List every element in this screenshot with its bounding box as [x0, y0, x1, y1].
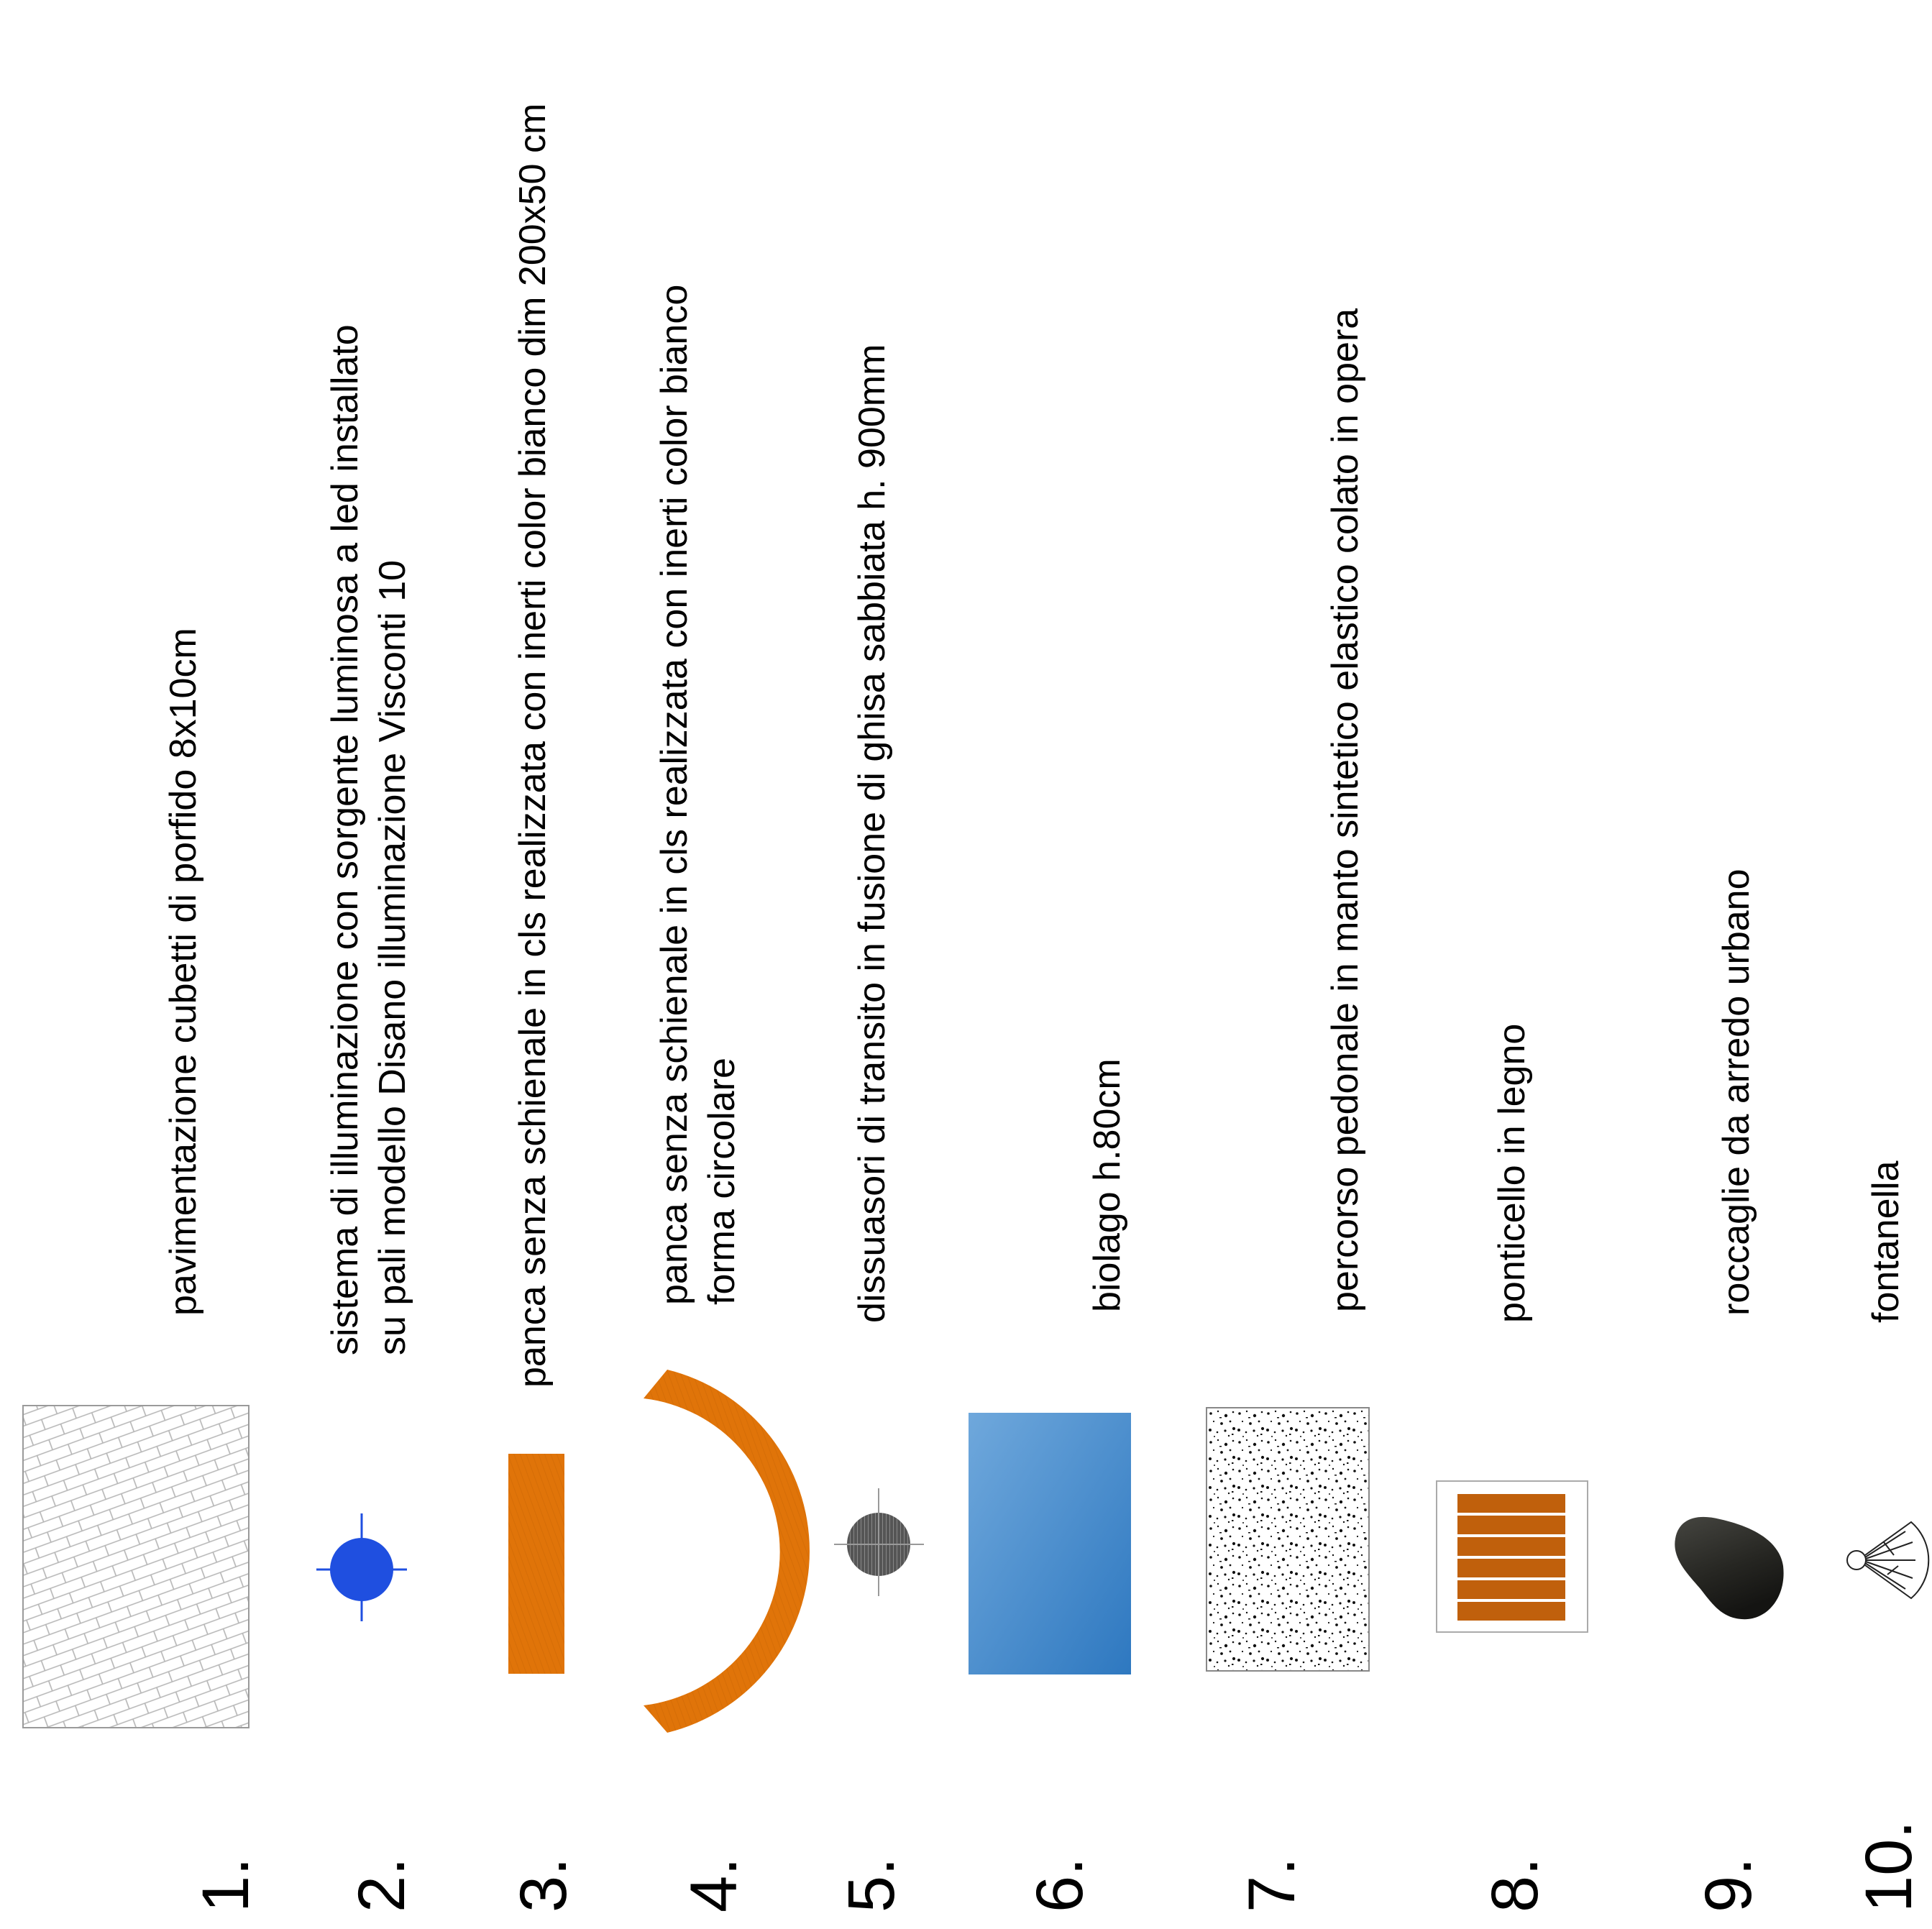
legend-item-4: 4. panca senza schienale in cls realizza… — [644, 274, 810, 1912]
item-label: sistema di illuminazione con sorgente lu… — [324, 314, 413, 1355]
rock-icon — [1675, 1516, 1784, 1620]
item-number: 6. — [1023, 1857, 1097, 1912]
item-label-line: roccaglie da arredo urbano — [1716, 869, 1757, 1316]
item-label-line: dissuasori di transito in fusione di ghi… — [851, 344, 893, 1323]
legend-item-6: 6. biolago h.80cm — [969, 1058, 1131, 1912]
item-label: fontanella — [1865, 1160, 1907, 1323]
item-label: panca senza schienale in cls realizzata … — [654, 274, 743, 1305]
biolake-icon — [969, 1413, 1131, 1674]
item-number: 5. — [835, 1857, 908, 1912]
legend-item-10: 10. fontanella — [1846, 1160, 1930, 1912]
item-label: ponticello in legno — [1491, 1024, 1533, 1323]
item-label-line: percorso pedonale in manto sintetico ela… — [1324, 308, 1366, 1312]
legend-item-5: 5. dissuasori di transito in fusione di … — [834, 344, 924, 1912]
item-number: 8. — [1478, 1857, 1552, 1912]
legend-item-1: 1. pavimentazione cubetti di porfido 8x1… — [22, 628, 262, 1912]
legend-item-3: 3. panca senza schienale in cls realizza… — [507, 104, 580, 1912]
item-number: 3. — [507, 1857, 580, 1912]
item-label-line: fontanella — [1865, 1160, 1907, 1323]
item-number: 2. — [345, 1857, 418, 1912]
item-label-line: panca senza schienale in cls realizzata … — [512, 104, 554, 1388]
wooden-bridge-icon — [1436, 1480, 1588, 1633]
pedestrian-path-icon — [1206, 1407, 1370, 1672]
item-label: pavimentazione cubetti di porfido 8x10cm — [162, 628, 204, 1316]
item-label-line: pavimentazione cubetti di porfido 8x10cm — [162, 628, 204, 1316]
legend-item-7: 7. percorso pedonale in manto sintetico … — [1206, 308, 1370, 1912]
item-label: dissuasori di transito in fusione di ghi… — [851, 344, 893, 1323]
item-number: 4. — [677, 1857, 751, 1912]
item-number: 10. — [1852, 1820, 1926, 1912]
legend-item-9: 9. roccaglie da arredo urbano — [1675, 869, 1784, 1912]
item-number: 7. — [1235, 1857, 1309, 1912]
item-label-line: su pali modello Disano illuminazione Vis… — [372, 560, 413, 1355]
item-number: 9. — [1692, 1857, 1765, 1912]
item-label-line: forma circolare — [701, 1058, 743, 1305]
item-label-line: ponticello in legno — [1491, 1024, 1533, 1323]
item-label: roccaglie da arredo urbano — [1716, 869, 1757, 1316]
item-label-line: panca senza schienale in cls realizzata … — [654, 285, 695, 1305]
straight-bench-icon — [508, 1454, 564, 1674]
item-label-line: sistema di illuminazione con sorgente lu… — [324, 324, 366, 1355]
bollard-icon — [834, 1488, 924, 1596]
curved-bench-icon — [644, 1370, 810, 1733]
item-label: percorso pedonale in manto sintetico ela… — [1324, 308, 1366, 1312]
legend-item-8: 8. ponticello in legno — [1436, 1024, 1588, 1912]
lamp-post-icon — [316, 1513, 407, 1621]
paving-hatch-icon — [22, 1405, 249, 1728]
fountain-icon — [1846, 1521, 1930, 1600]
item-label: biolago h.80cm — [1086, 1058, 1128, 1312]
legend-item-2: 2. sistema di illuminazione con sorgente… — [316, 314, 418, 1912]
item-number: 1. — [189, 1857, 262, 1912]
item-label-line: biolago h.80cm — [1086, 1058, 1128, 1312]
item-label: panca senza schienale in cls realizzata … — [512, 104, 554, 1388]
